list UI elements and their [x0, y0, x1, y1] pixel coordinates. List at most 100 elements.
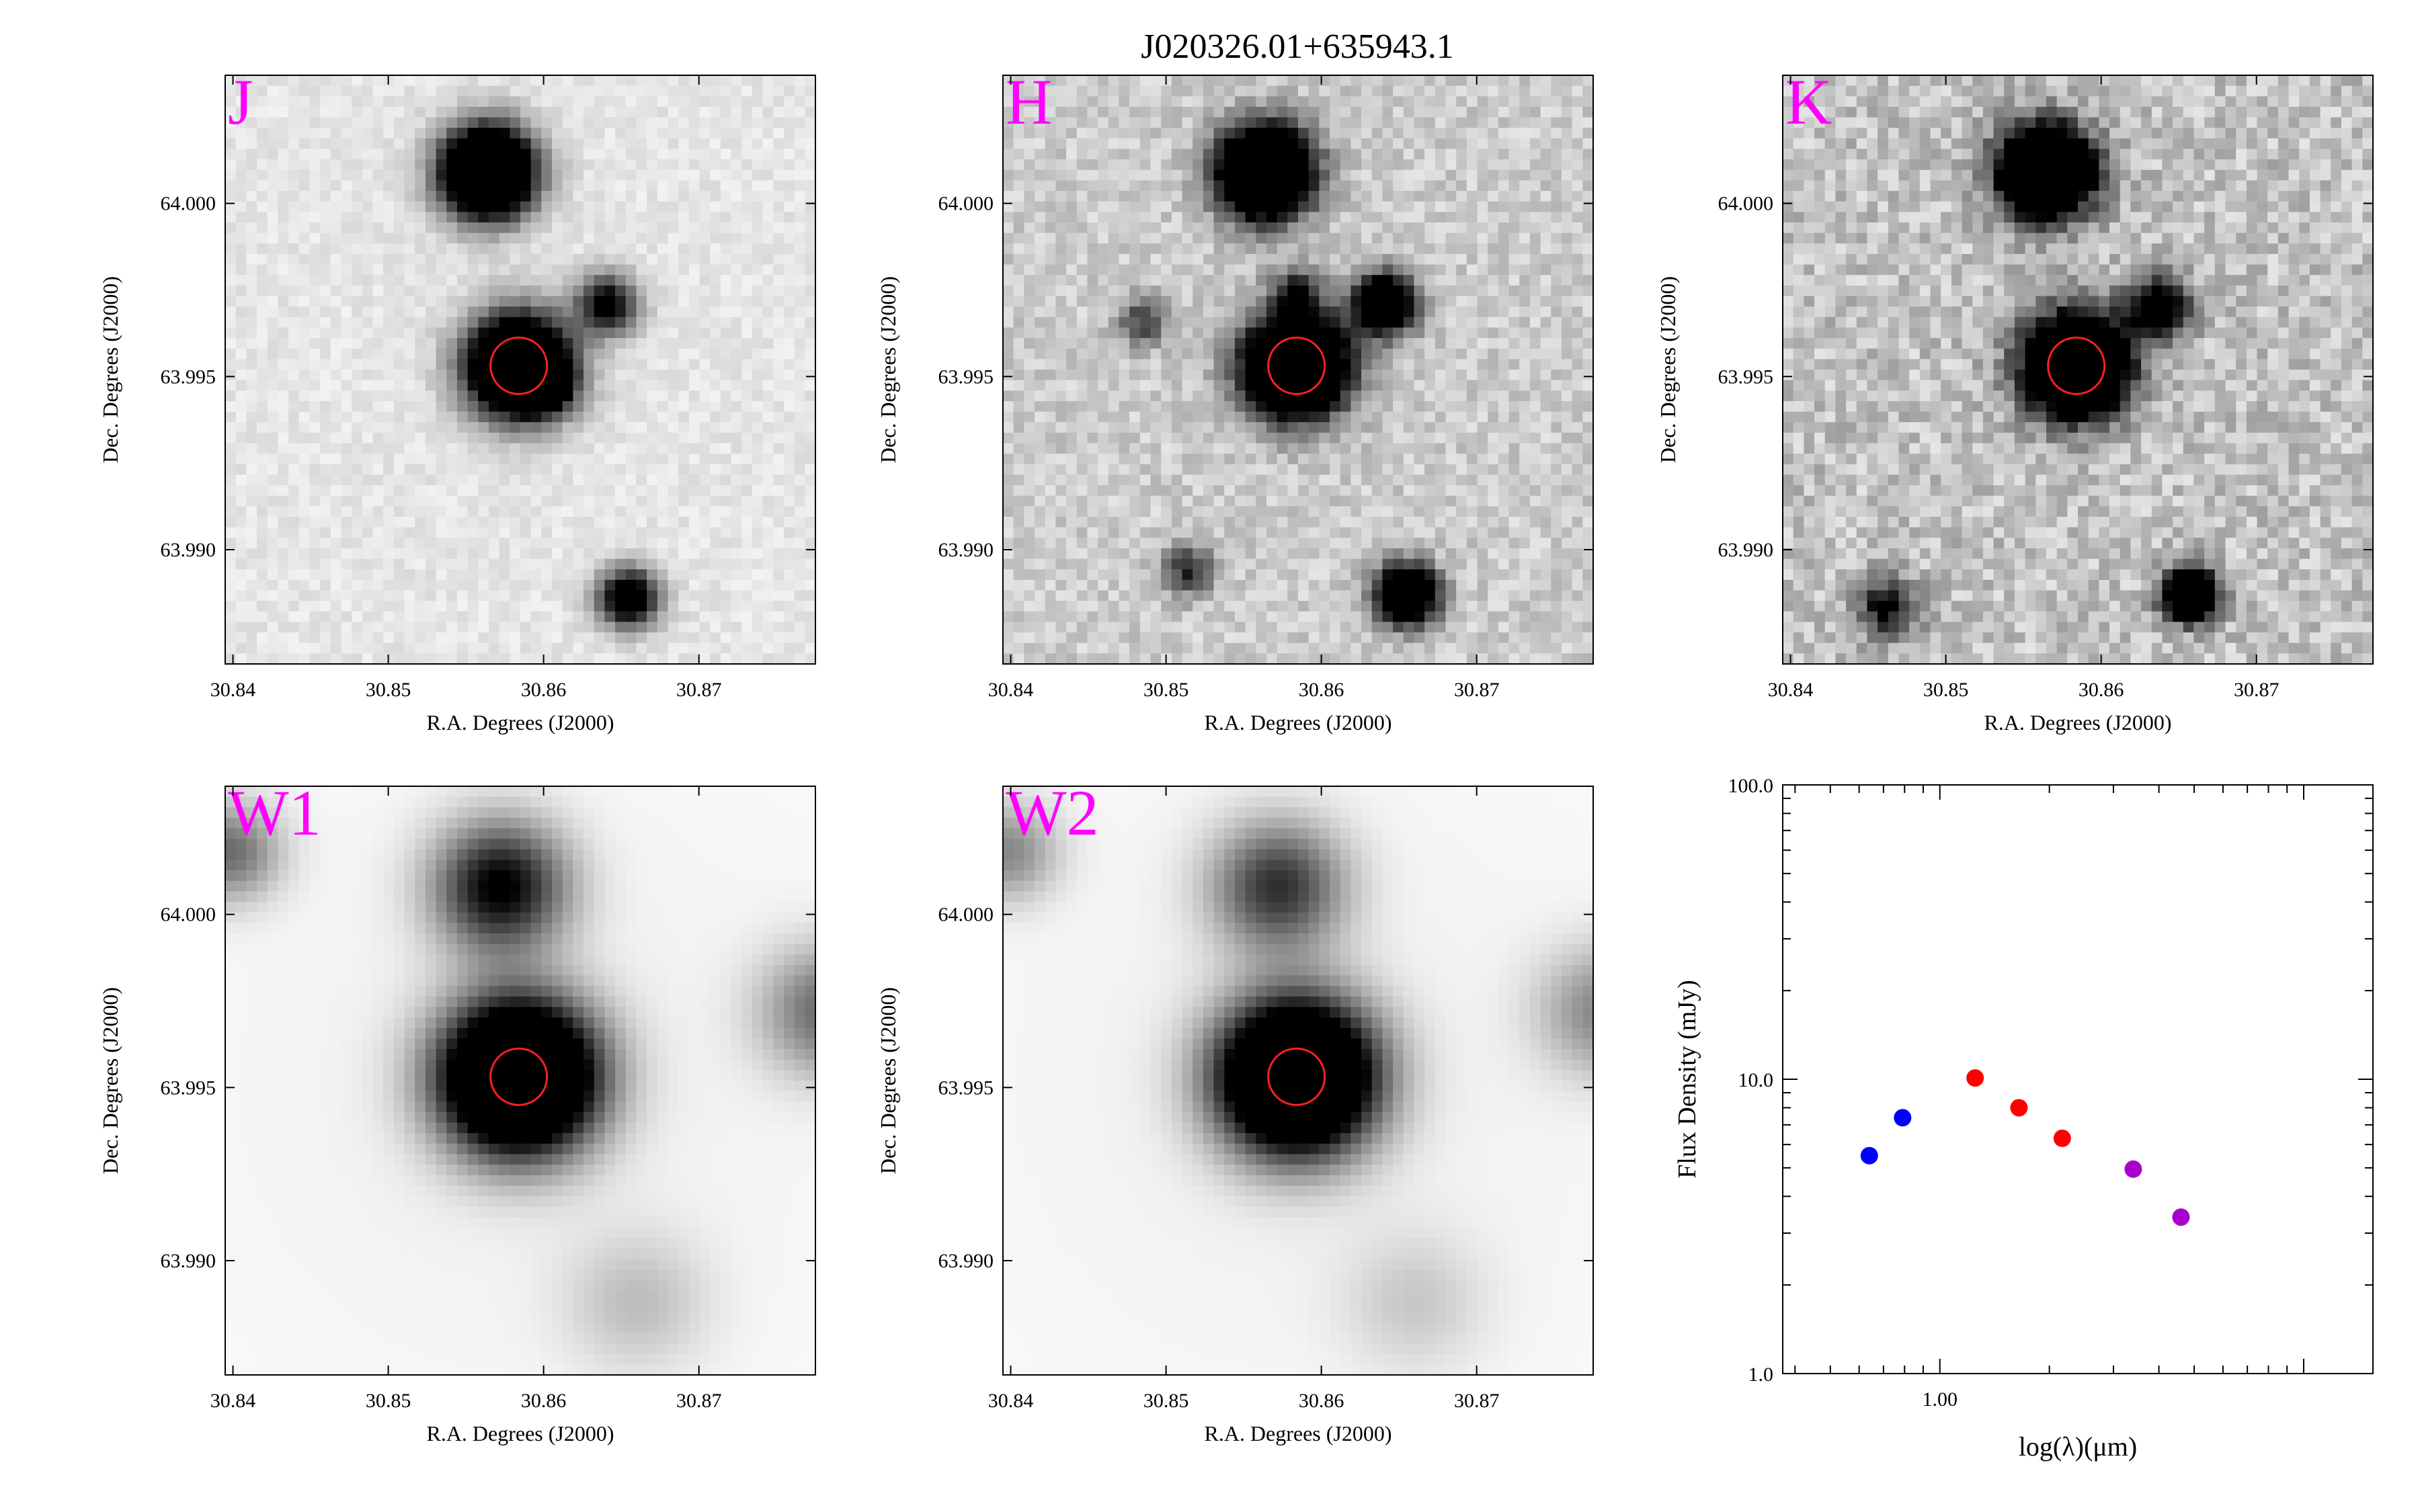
pixel: [573, 454, 584, 465]
pixel: [1256, 106, 1267, 118]
pixel: [752, 359, 764, 370]
pixel: [352, 275, 363, 286]
pixel: [1035, 191, 1046, 202]
pixel: [278, 390, 289, 402]
pixel: [309, 653, 321, 664]
pixel: [393, 75, 405, 87]
pixel: [1129, 296, 1141, 307]
pixel: [278, 96, 289, 108]
pixel: [1129, 422, 1141, 433]
pixel: [688, 422, 700, 433]
pixel: [762, 422, 774, 433]
pixel: [741, 317, 753, 329]
pixel: [1319, 485, 1330, 497]
pixel: [1139, 653, 1152, 664]
pixel: [257, 201, 268, 212]
pixel: [1150, 201, 1162, 212]
pixel: [383, 569, 395, 581]
pixel: [341, 275, 352, 286]
pixel: [1087, 348, 1098, 360]
pixel: [499, 128, 510, 139]
pixel: [1171, 159, 1183, 171]
pixel: [404, 579, 415, 591]
pixel: [1193, 338, 1204, 349]
pixel: [383, 359, 395, 370]
pixel: [1129, 401, 1141, 413]
pixel: [625, 443, 637, 454]
pixel: [298, 317, 311, 329]
pixel: [647, 306, 658, 318]
pixel: [1076, 422, 1088, 433]
pixel: [783, 96, 795, 108]
pixel: [1171, 75, 1183, 87]
pixel: [1129, 180, 1141, 192]
pixel: [530, 548, 542, 560]
pixel: [415, 201, 426, 212]
pixel: [1098, 517, 1109, 528]
pixel: [794, 485, 805, 497]
pixel: [1003, 296, 1014, 307]
pixel: [436, 443, 447, 454]
pixel: [1266, 169, 1278, 181]
pixel: [1045, 579, 1056, 591]
pixel: [1266, 233, 1278, 244]
pixel: [573, 622, 584, 633]
pixel: [1256, 128, 1267, 139]
pixel: [552, 317, 563, 329]
pixel: [446, 348, 458, 360]
pixel: [741, 370, 753, 381]
pixel: [731, 106, 742, 118]
pixel: [330, 159, 342, 171]
pixel: [267, 422, 278, 433]
pixel: [1013, 611, 1024, 623]
pixel: [541, 338, 553, 349]
pixel: [1055, 85, 1067, 97]
pixel: [1161, 275, 1172, 286]
pixel: [246, 432, 257, 444]
pixel: [657, 275, 669, 286]
pixel: [1066, 454, 1078, 465]
pixel: [393, 464, 405, 476]
pixel: [415, 85, 426, 97]
pixel: [688, 296, 700, 307]
pixel: [1203, 138, 1215, 150]
pixel: [1213, 96, 1225, 108]
pixel: [298, 653, 311, 664]
pixel: [320, 201, 331, 212]
pixel: [352, 464, 363, 476]
pixel: [1098, 632, 1109, 644]
pixel: [699, 632, 711, 644]
pixel: [594, 485, 606, 497]
pixel: [594, 327, 606, 339]
pixel: [1319, 138, 1330, 150]
pixel: [699, 117, 711, 128]
pixel: [552, 169, 563, 181]
pixel: [1035, 327, 1046, 339]
pixel: [246, 212, 257, 223]
pixel: [278, 653, 289, 664]
pixel: [1129, 642, 1141, 654]
pixel: [278, 317, 289, 329]
pixel: [446, 243, 458, 255]
pixel: [625, 390, 637, 402]
pixel: [783, 380, 795, 391]
pixel: [267, 338, 278, 349]
pixel: [741, 275, 753, 286]
pixel: [383, 390, 395, 402]
pixel: [688, 558, 700, 570]
pixel: [478, 401, 489, 413]
pixel: [404, 485, 415, 497]
pixel: [720, 169, 732, 181]
pixel: [1234, 506, 1246, 517]
pixel: [341, 106, 352, 118]
pixel: [794, 548, 805, 560]
pixel: [805, 653, 815, 664]
pixel: [383, 506, 395, 517]
pixel: [647, 138, 658, 150]
pixel: [1298, 338, 1309, 349]
pixel: [1108, 285, 1120, 297]
pixel: [731, 590, 742, 601]
pixel: [541, 548, 553, 560]
pixel: [488, 285, 500, 297]
pixel: [436, 569, 447, 581]
